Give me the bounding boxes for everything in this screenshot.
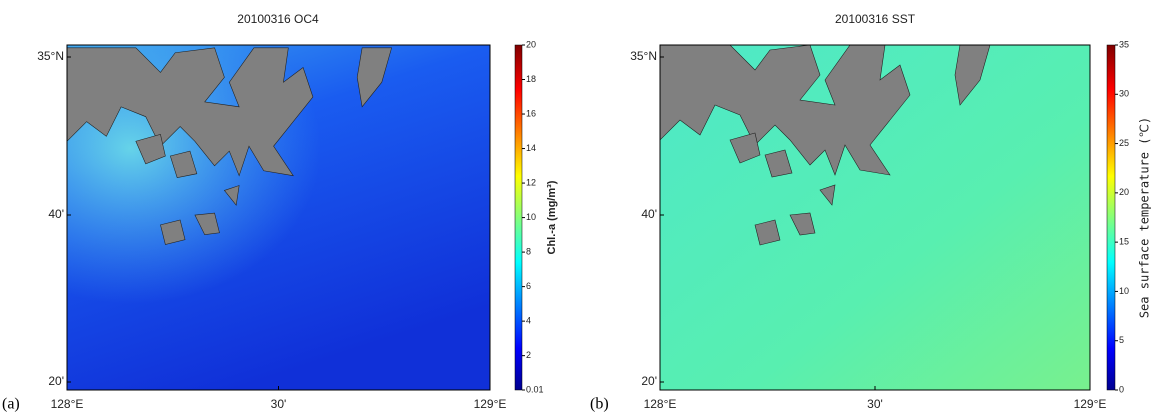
y-tick-label: 35°N (37, 49, 64, 63)
panel-b: 20100316 SST (b) (590, 12, 1116, 413)
colorbar-tick-label: 8 (526, 246, 531, 256)
y-tick-label: 35°N (630, 49, 657, 63)
colorbar-axis: 0 5 10 15 20 25 30 35 (1115, 39, 1129, 394)
colorbar-tick-label: 10 (1119, 286, 1129, 296)
panel-title: 20100316 OC4 (237, 12, 319, 26)
y-tick-label: 20' (641, 374, 657, 388)
colorbar-tick-label: 12 (526, 177, 536, 187)
colorbar-tick-label: 0 (1119, 384, 1124, 394)
colorbar-tick-label: 14 (526, 143, 536, 153)
panel-label: (a) (2, 396, 20, 413)
y-tick-label: 20' (48, 374, 64, 388)
x-tick-label: 129°E (474, 397, 507, 411)
panel-label: (b) (590, 396, 609, 413)
colorbar-tick-label: 15 (1119, 237, 1129, 247)
colorbar-tick-label: 20 (526, 39, 536, 49)
x-tick-label: 129°E (1074, 397, 1107, 411)
x-tick-label: 30' (271, 397, 287, 411)
colorbar-tick-label: 30 (1119, 89, 1129, 99)
colorbar-tick-label: 18 (526, 74, 536, 84)
colorbar-tick-label: 5 (1119, 335, 1124, 345)
colorbar-axis: 0.01 2 4 6 8 10 12 14 16 18 20 (522, 39, 544, 394)
panel-title: 20100316 SST (835, 12, 916, 26)
y-tick-label: 40' (641, 207, 657, 221)
colorbar-tick-label: 16 (526, 108, 536, 118)
colorbar-tick-label: 2 (526, 350, 531, 360)
x-tick-label: 30' (867, 397, 883, 411)
colorbar (1106, 44, 1116, 391)
x-tick-label: 128°E (644, 397, 677, 411)
colorbar-tick-label: 20 (1119, 187, 1129, 197)
colorbar-tick-label: 25 (1119, 138, 1129, 148)
panel-a: 20100316 OC4 (a) (2, 12, 523, 413)
colorbar-tick-label: 0.01 (526, 384, 544, 394)
colorbar (514, 44, 523, 391)
colorbar-label: Sea surface temperature (℃) (1138, 117, 1152, 318)
y-tick-label: 40' (48, 207, 64, 221)
colorbar-tick-label: 4 (526, 316, 531, 326)
colorbar-tick-label: 10 (526, 212, 536, 222)
x-tick-label: 128°E (51, 397, 84, 411)
colorbar-label: Chl.-a (mg/m³) (546, 180, 558, 254)
colorbar-tick-label: 35 (1119, 39, 1129, 49)
colorbar-tick-label: 6 (526, 281, 531, 291)
